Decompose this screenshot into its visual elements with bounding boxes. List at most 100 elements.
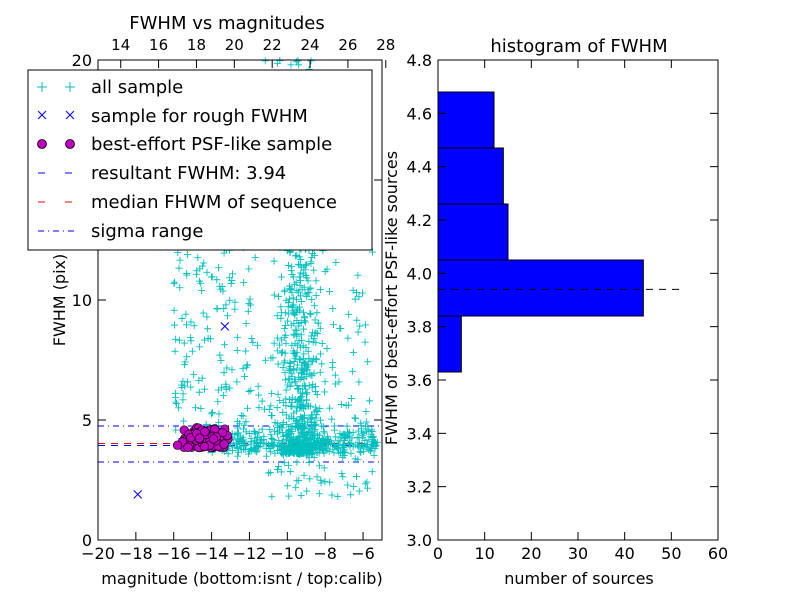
histogram-x-tick-label: 30 (568, 544, 588, 563)
all-sample-point (287, 286, 295, 294)
all-sample-point (247, 387, 255, 395)
all-sample-point (296, 394, 304, 402)
all-sample-point (316, 444, 324, 452)
all-sample-point (234, 452, 242, 460)
all-sample-point (273, 404, 281, 412)
all-sample-point (305, 361, 313, 369)
all-sample-point (303, 292, 311, 300)
all-sample-point (302, 343, 310, 351)
all-sample-point (321, 478, 329, 486)
all-sample-point (190, 371, 198, 379)
all-sample-point (195, 388, 203, 396)
all-sample-point (347, 394, 355, 402)
all-sample-point (267, 431, 275, 439)
all-sample-point (277, 303, 285, 311)
all-sample-point (313, 391, 321, 399)
all-sample-point (330, 426, 338, 434)
all-sample-point (247, 444, 255, 452)
all-sample-point (284, 303, 292, 311)
histogram-x-tick-label: 20 (521, 544, 541, 563)
all-sample-point (358, 442, 366, 450)
all-sample-point (278, 442, 286, 450)
all-sample-point (233, 333, 241, 341)
all-sample-point (297, 403, 305, 411)
all-sample-point (363, 478, 371, 486)
all-sample-point (364, 484, 372, 492)
all-sample-point (355, 378, 363, 386)
all-sample-point (286, 367, 294, 375)
scatter-title: FWHM vs magnitudes (129, 13, 324, 34)
all-sample-point (362, 418, 370, 426)
all-sample-point (299, 419, 307, 427)
all-sample-point (288, 379, 296, 387)
all-sample-point (332, 444, 340, 452)
all-sample-point (179, 390, 187, 398)
all-sample-point (312, 388, 320, 396)
all-sample-point (208, 409, 216, 417)
all-sample-point (318, 339, 326, 347)
all-sample-point (316, 324, 324, 332)
all-sample-point (178, 314, 186, 322)
all-sample-point (347, 449, 355, 457)
all-sample-point (278, 309, 286, 317)
all-sample-point (292, 419, 300, 427)
all-sample-point (172, 426, 180, 434)
all-sample-point (291, 340, 299, 348)
all-sample-point (289, 294, 297, 302)
all-sample-point (255, 404, 263, 412)
all-sample-point (350, 483, 358, 491)
all-sample-point (255, 391, 263, 399)
all-sample-point (352, 414, 360, 422)
all-sample-point (307, 448, 315, 456)
histogram-y-tick-label: 4.4 (407, 158, 432, 177)
all-sample-point (308, 413, 316, 421)
legend-entry-psf-sample: best-effort PSF-like sample (37, 134, 332, 155)
all-sample-point (356, 447, 364, 455)
all-sample-point (245, 299, 253, 307)
all-sample-point (304, 288, 312, 296)
all-sample-point (284, 261, 292, 269)
all-sample-point (183, 321, 191, 329)
all-sample-point (300, 414, 308, 422)
all-sample-point (188, 347, 196, 355)
all-sample-point (313, 430, 321, 438)
all-sample-point (221, 341, 229, 349)
all-sample-point (296, 292, 304, 300)
histogram-y-tick-label: 4.0 (407, 264, 432, 283)
all-sample-point (216, 282, 224, 290)
all-sample-point (299, 365, 307, 373)
all-sample-point (354, 271, 362, 279)
all-sample-point (284, 462, 292, 470)
all-sample-point (333, 444, 341, 452)
all-sample-point (361, 338, 369, 346)
psf-sample-point (172, 440, 183, 450)
all-sample-point (328, 491, 336, 499)
scatter-x-tick-label: −18 (119, 544, 153, 563)
scatter-top-ticks: 14 16 18 20 22 24 26 28 (111, 36, 395, 68)
all-sample-point (332, 433, 340, 441)
scatter-y-tick-label: 5 (82, 411, 92, 430)
all-sample-point (268, 493, 276, 501)
all-sample-point (270, 257, 278, 265)
all-sample-point (320, 464, 328, 472)
best-effort-psf-points (172, 423, 233, 453)
all-sample-point (196, 343, 204, 351)
all-sample-point (282, 386, 290, 394)
all-sample-point (297, 428, 305, 436)
all-sample-point (178, 381, 186, 389)
all-sample-point (270, 441, 278, 449)
histogram-bar (437, 315, 462, 373)
all-sample-point (297, 364, 305, 372)
all-sample-point (235, 448, 243, 456)
histogram-y-tick-label: 3.4 (407, 424, 432, 443)
all-sample-point (299, 342, 307, 350)
all-sample-point (302, 261, 310, 269)
all-sample-point (370, 437, 378, 445)
all-sample-point (310, 302, 318, 310)
all-sample-point (313, 448, 321, 456)
all-sample-point (176, 284, 184, 292)
all-sample-point (361, 321, 369, 329)
all-sample-point (236, 420, 244, 428)
all-sample-point (301, 359, 309, 367)
all-sample-point (231, 305, 239, 313)
